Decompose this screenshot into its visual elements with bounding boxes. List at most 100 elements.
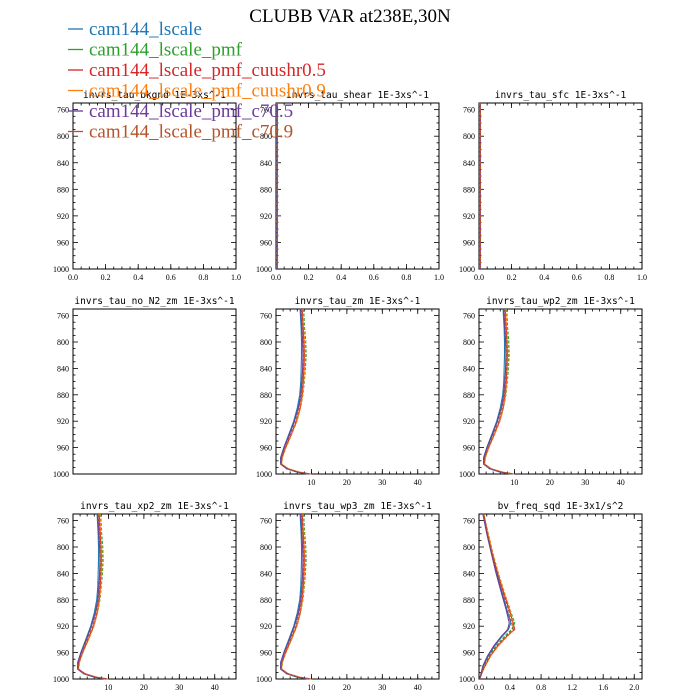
x-tick-label: 2.0: [629, 683, 639, 692]
x-tick-label: 10: [307, 478, 315, 487]
legend-entry: cam144_lscale: [89, 19, 202, 40]
series-line-6: [77, 513, 108, 680]
x-tick-label: 0.4: [539, 273, 549, 282]
panel-3: invrs_tau_sfc 1E-3xs^-1 760 800 840 880 920 96…: [459, 90, 647, 282]
panel-title: invrs_tau_wp3_zm 1E-3xs^-1: [283, 501, 432, 512]
x-tick-label: 30: [378, 683, 386, 692]
axes-frame: [478, 513, 643, 680]
series-line-5: [479, 513, 510, 680]
x-tick-label: 0.0: [68, 273, 78, 282]
y-tick-label: 920: [57, 417, 69, 426]
legend-entry: cam144_lscale_pmf_c70.9: [89, 122, 293, 143]
x-tick-label: 0.8: [604, 273, 614, 282]
x-tick-label: 40: [211, 683, 219, 692]
y-tick-label: 880: [463, 391, 475, 400]
panel-6: invrs_tau_wp2_zm 1E-3xs^-1 760 800 840 880 92…: [459, 296, 643, 487]
y-tick-label: 800: [57, 543, 69, 552]
y-tick-label: 840: [260, 569, 272, 578]
panel-8: invrs_tau_wp3_zm 1E-3xs^-1 760 800 840 880 92…: [256, 501, 440, 692]
axes-frame: [478, 102, 643, 270]
y-tick-label: 840: [260, 159, 272, 168]
y-tick-label: 880: [260, 185, 272, 194]
y-tick-label: 920: [260, 212, 272, 221]
x-tick-label: 0.2: [304, 273, 314, 282]
y-tick-label: 1000: [256, 675, 272, 684]
y-tick-label: 960: [57, 444, 69, 453]
y-tick-label: 920: [57, 622, 69, 631]
x-tick-label: 30: [175, 683, 183, 692]
x-tick-label: 0.4: [133, 273, 143, 282]
series-line-2: [479, 513, 516, 680]
y-tick-label: 840: [463, 569, 475, 578]
y-tick-label: 960: [57, 649, 69, 658]
y-tick-label: 960: [463, 649, 475, 658]
y-tick-label: 880: [57, 391, 69, 400]
y-tick-label: 760: [57, 106, 69, 115]
y-tick-label: 760: [57, 517, 69, 526]
chart-title: CLUBB VAR at238E,30N: [249, 6, 451, 27]
x-tick-label: 0.4: [505, 683, 515, 692]
panel-title: invrs_tau_sfc 1E-3xs^-1: [495, 90, 627, 101]
series-line-4: [281, 308, 312, 475]
x-tick-label: 0.0: [474, 683, 484, 692]
x-tick-label: 1.6: [598, 683, 608, 692]
legend-entry: cam144_lscale_pmf_cuushr0.5: [89, 60, 326, 81]
panel-title: invrs_tau_xp2_zm 1E-3xs^-1: [80, 501, 229, 512]
y-tick-label: 760: [463, 106, 475, 115]
y-tick-label: 1000: [53, 470, 69, 479]
y-tick-label: 760: [463, 517, 475, 526]
y-tick-label: 1000: [53, 265, 69, 274]
x-tick-label: 10: [510, 478, 518, 487]
y-tick-label: 760: [260, 106, 272, 115]
y-tick-label: 880: [463, 596, 475, 605]
y-tick-label: 800: [57, 338, 69, 347]
x-tick-label: 0.4: [336, 273, 346, 282]
y-tick-label: 920: [260, 622, 272, 631]
x-tick-label: 0.8: [536, 683, 546, 692]
panel-9: bv_freq_sqd 1E-3x1/s^2 760 800 840 880 920 960…: [459, 501, 643, 692]
legend-entry: cam144_lscale_pmf_c70.5: [89, 101, 293, 122]
panel-title: invrs_tau_bkgnd 1E-3xs^-1: [83, 90, 226, 101]
y-tick-label: 800: [260, 132, 272, 141]
series-line-5: [280, 513, 310, 680]
y-tick-label: 880: [57, 185, 69, 194]
x-tick-label: 0.6: [369, 273, 379, 282]
axes-frame: [275, 308, 440, 475]
axes-frame: [478, 308, 643, 475]
panel-2: invrs_tau_shear 1E-3xs^-1 760 800 840 880 920…: [256, 90, 444, 282]
y-tick-label: 840: [463, 364, 475, 373]
y-tick-label: 800: [57, 132, 69, 141]
y-tick-label: 800: [463, 338, 475, 347]
x-tick-label: 1.0: [231, 273, 241, 282]
panels: invrs_tau_bkgnd 1E-3xs^-1 760 800 840 880 920…: [53, 90, 647, 692]
panel-5: invrs_tau_zm 1E-3xs^-1 760 800 840 880 920 960…: [256, 296, 440, 487]
series-line-3: [280, 513, 311, 680]
x-tick-label: 0.0: [271, 273, 281, 282]
series-line-3: [77, 513, 108, 680]
y-tick-label: 840: [57, 569, 69, 578]
panel-4: invrs_tau_no_N2_zm 1E-3xs^-1 760 800 840 880…: [53, 296, 237, 479]
y-tick-label: 840: [57, 364, 69, 373]
y-tick-label: 960: [260, 649, 272, 658]
panel-title: bv_freq_sqd 1E-3x1/s^2: [498, 501, 624, 512]
y-tick-label: 920: [463, 622, 475, 631]
x-tick-label: 1.0: [637, 273, 647, 282]
x-tick-label: 30: [378, 478, 386, 487]
x-tick-label: 20: [140, 683, 148, 692]
panel-title: invrs_tau_wp2_zm 1E-3xs^-1: [486, 296, 635, 307]
series-line-3: [280, 308, 311, 475]
x-tick-label: 40: [414, 478, 422, 487]
x-tick-label: 20: [343, 683, 351, 692]
legend-entry: cam144_lscale_pmf: [89, 40, 243, 61]
series-line-5: [483, 308, 513, 475]
x-tick-label: 10: [104, 683, 112, 692]
y-tick-label: 760: [463, 312, 475, 321]
series-line-5: [280, 308, 310, 475]
series-line-6: [280, 308, 311, 475]
panel-title: invrs_tau_no_N2_zm 1E-3xs^-1: [74, 296, 234, 307]
y-tick-label: 840: [57, 159, 69, 168]
legend: cam144_lscalecam144_lscale_pmfcam144_lsc…: [68, 19, 326, 143]
x-tick-label: 0.6: [166, 273, 176, 282]
series-line-4: [479, 513, 515, 680]
